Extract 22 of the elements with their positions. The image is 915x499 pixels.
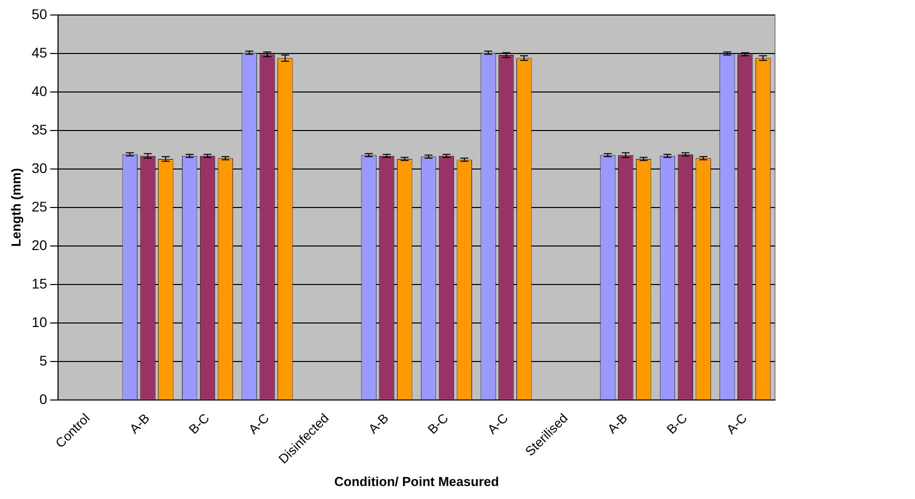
y-tick-label: 15 (32, 275, 48, 292)
x-tick-label: A-C (245, 410, 272, 437)
y-tick-label: 10 (32, 314, 48, 330)
y-tick-label: 5 (39, 352, 48, 368)
x-tick-label: B-C (186, 410, 212, 437)
y-tick-label: 50 (32, 6, 48, 22)
x-tick-label: B-C (664, 410, 690, 437)
y-axis-title: Length (mm) (8, 168, 24, 247)
y-tick-label: 30 (32, 160, 48, 176)
y-tick-label: 40 (32, 82, 48, 99)
x-tick-label: A-B (365, 410, 392, 436)
y-tick-label: 35 (32, 121, 48, 138)
x-tick-label: A-B (126, 410, 152, 436)
x-tick-label: A-C (484, 410, 511, 437)
x-tick-label: A-C (723, 410, 750, 437)
y-tick-label: 0 (39, 390, 48, 407)
x-tick-label: B-C (424, 410, 452, 437)
x-tick-label: A-B (604, 410, 630, 436)
y-tick-label: 45 (32, 44, 48, 60)
y-tick-label: 20 (32, 236, 48, 253)
y-tick-label: 25 (32, 198, 48, 214)
x-axis-title: Condition/ Point Measured (334, 474, 499, 489)
